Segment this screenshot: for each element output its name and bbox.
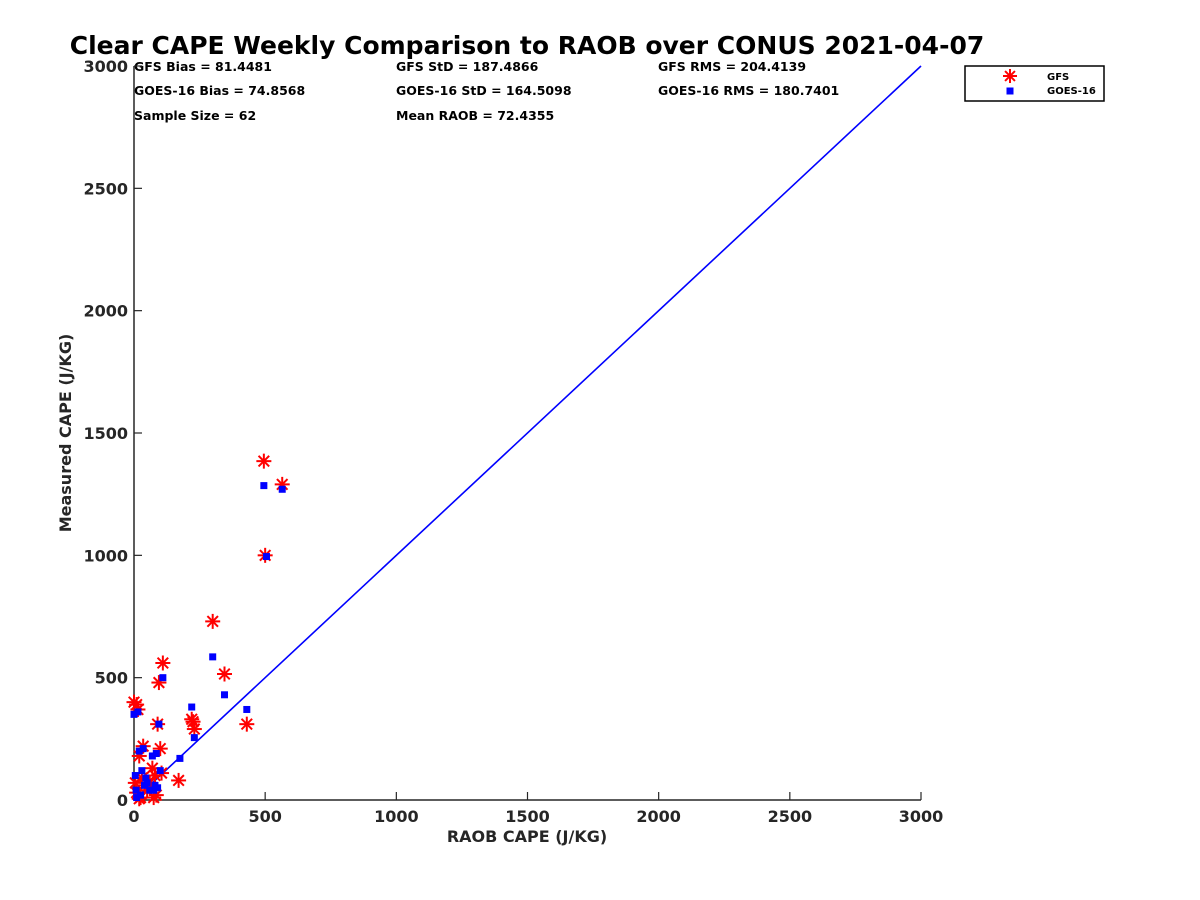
plot-area: 0 500 1000 1500 2000 2500 3000 0 500 1000 1500 2000… bbox=[83, 57, 943, 826]
goes16-point bbox=[146, 786, 154, 794]
legend-label: GOES-16 bbox=[1047, 86, 1096, 97]
stat-text: Mean RAOB = 72.4355 bbox=[396, 108, 554, 123]
x-tick-label: 2500 bbox=[768, 807, 813, 826]
goes16-point bbox=[154, 784, 162, 792]
legend-goes16-marker bbox=[1006, 87, 1014, 95]
goes16-point bbox=[260, 482, 268, 490]
y-tick-label: 2500 bbox=[83, 179, 128, 198]
x-tick-label: 1000 bbox=[374, 807, 419, 826]
legend-label: GFS bbox=[1047, 72, 1069, 83]
goes16-point bbox=[156, 767, 164, 775]
legend-gfs-marker bbox=[1003, 69, 1017, 83]
x-tick-label: 500 bbox=[248, 807, 281, 826]
x-axis-label: RAOB CAPE (J/KG) bbox=[447, 827, 607, 846]
axis-ticks: 0 500 1000 1500 2000 2500 3000 0 500 1000 1500 2000… bbox=[83, 57, 943, 826]
data-markers bbox=[126, 453, 290, 807]
gfs-point bbox=[171, 772, 187, 788]
stat-text: Sample Size = 62 bbox=[134, 108, 256, 123]
goes16-point bbox=[135, 747, 143, 755]
goes16-point bbox=[243, 705, 251, 713]
x-tick-label: 0 bbox=[128, 807, 139, 826]
y-axis-label: Measured CAPE (J/KG) bbox=[56, 334, 75, 533]
gfs-point bbox=[205, 613, 221, 629]
goes16-point bbox=[142, 774, 150, 782]
stat-text: GFS StD = 187.4866 bbox=[396, 59, 539, 74]
stat-text: GOES-16 Bias = 74.8568 bbox=[134, 83, 305, 98]
stat-text: GFS Bias = 81.4481 bbox=[134, 59, 272, 74]
y-tick-label: 3000 bbox=[83, 57, 128, 76]
goes16-point bbox=[139, 745, 147, 753]
goes16-point bbox=[159, 674, 167, 682]
stat-text: GFS RMS = 204.4139 bbox=[658, 59, 806, 74]
goes16-point bbox=[130, 710, 138, 718]
goes16-point bbox=[150, 786, 158, 794]
goes16-point bbox=[137, 791, 145, 799]
gfs-point bbox=[217, 666, 233, 682]
series-goes-16 bbox=[130, 482, 286, 802]
x-tick-label: 1500 bbox=[505, 807, 550, 826]
goes16-point bbox=[134, 708, 142, 716]
goes16-point bbox=[221, 691, 229, 699]
stat-text: GOES-16 StD = 164.5098 bbox=[396, 83, 572, 98]
goes16-point bbox=[176, 754, 184, 762]
reference-line-group bbox=[133, 65, 922, 801]
goes16-point bbox=[155, 720, 163, 728]
goes16-point bbox=[131, 772, 139, 780]
gfs-point bbox=[239, 716, 255, 732]
y-tick-label: 0 bbox=[117, 791, 128, 810]
gfs-point bbox=[274, 476, 290, 492]
x-tick-label: 3000 bbox=[899, 807, 944, 826]
x-tick-label: 2000 bbox=[636, 807, 681, 826]
goes16-point bbox=[148, 752, 156, 760]
gfs-point bbox=[155, 655, 171, 671]
y-tick-label: 2000 bbox=[83, 302, 128, 321]
y-tick-label: 1500 bbox=[83, 424, 128, 443]
legend: GFS GOES-16 bbox=[964, 65, 1105, 102]
goes16-point bbox=[138, 767, 146, 775]
one-to-one-line bbox=[133, 65, 922, 801]
goes16-point bbox=[190, 734, 198, 742]
gfs-point bbox=[256, 453, 272, 469]
legend-box bbox=[964, 65, 1105, 102]
y-tick-label: 500 bbox=[95, 669, 128, 688]
goes16-point bbox=[209, 653, 217, 661]
goes16-point bbox=[133, 794, 141, 802]
goes16-point bbox=[132, 786, 140, 794]
goes16-point bbox=[152, 750, 160, 758]
goes16-point bbox=[278, 485, 286, 493]
y-tick-label: 1000 bbox=[83, 546, 128, 565]
goes16-point bbox=[188, 703, 196, 711]
goes16-point bbox=[262, 553, 270, 561]
gfs-point bbox=[186, 721, 202, 737]
stats-block: GFS Bias = 81.4481 GFS StD = 187.4866 GFS … bbox=[134, 59, 839, 123]
stat-text: GOES-16 RMS = 180.7401 bbox=[658, 83, 839, 98]
chart-title: Clear CAPE Weekly Comparison to RAOB ove… bbox=[70, 31, 985, 60]
goes16-point bbox=[143, 779, 151, 787]
